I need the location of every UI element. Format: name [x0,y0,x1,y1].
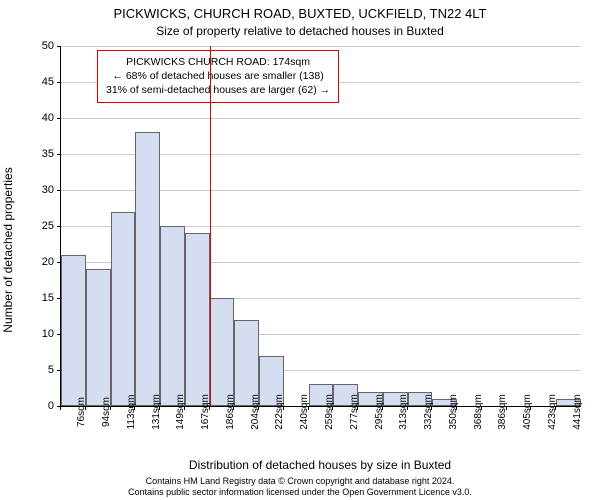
ytick-label: 10 [42,328,54,340]
bar [185,233,210,406]
footer-attribution: Contains HM Land Registry data © Crown c… [0,476,600,498]
ytick-mark [57,190,61,191]
chart-title-sub: Size of property relative to detached ho… [0,24,600,38]
ytick-mark [57,334,61,335]
xtick-label: 423sqm [547,394,558,430]
xtick-label: 295sqm [374,394,385,430]
plot-area: PICKWICKS CHURCH ROAD: 174sqm ← 68% of d… [60,46,581,407]
xtick-mark [283,406,284,410]
xtick-label: 240sqm [299,394,310,430]
marker-line [210,46,211,406]
xtick-mark [555,406,556,410]
xtick-mark [357,406,358,410]
xtick-label: 368sqm [473,394,484,430]
bar [135,132,160,406]
xtick-label: 386sqm [497,394,508,430]
xtick-label: 405sqm [522,394,533,430]
xtick-mark [308,406,309,410]
xtick-label: 259sqm [324,394,335,430]
xtick-label: 113sqm [126,395,137,430]
xtick-label: 204sqm [250,394,261,430]
ytick-label: 35 [42,148,54,160]
xtick-label: 350sqm [448,394,459,430]
ytick-mark [57,226,61,227]
annotation-line-3: 31% of semi-detached houses are larger (… [106,83,330,97]
xtick-label: 167sqm [200,394,211,430]
xtick-mark [85,406,86,410]
xtick-mark [159,406,160,410]
ytick-mark [57,262,61,263]
footer-line-2: Contains public sector information licen… [0,487,600,498]
bar [111,212,136,406]
xtick-mark [258,406,259,410]
ytick-label: 45 [42,76,54,88]
ytick-mark [57,370,61,371]
xtick-mark [332,406,333,410]
xtick-mark [134,406,135,410]
xtick-label: 277sqm [349,394,360,430]
xtick-mark [456,406,457,410]
xtick-label: 94sqm [101,397,112,427]
bar [61,255,86,406]
xtick-mark [506,406,507,410]
bar [160,226,185,406]
bar [86,269,111,406]
ytick-label: 50 [42,40,54,52]
ytick-label: 25 [42,220,54,232]
ytick-label: 20 [42,256,54,268]
ytick-label: 30 [42,184,54,196]
ytick-mark [57,118,61,119]
bar [210,298,235,406]
ytick-label: 15 [42,292,54,304]
annotation-line-2: ← 68% of detached houses are smaller (13… [106,69,330,83]
ytick-label: 0 [48,400,54,412]
x-axis-label: Distribution of detached houses by size … [60,458,580,472]
xtick-mark [110,406,111,410]
y-axis-label: Number of detached properties [1,100,15,400]
ytick-mark [57,298,61,299]
xtick-label: 441sqm [572,394,583,430]
ytick-mark [57,82,61,83]
xtick-mark [481,406,482,410]
x-ticks: 76sqm94sqm113sqm131sqm149sqm167sqm186sqm… [60,406,580,456]
chart-container: PICKWICKS, CHURCH ROAD, BUXTED, UCKFIELD… [0,0,600,500]
xtick-mark [209,406,210,410]
ytick-label: 5 [48,364,54,376]
xtick-label: 131sqm [151,394,162,430]
xtick-label: 332sqm [423,394,434,430]
xtick-label: 186sqm [225,394,236,430]
ytick-label: 40 [42,112,54,124]
xtick-label: 76sqm [76,397,87,427]
xtick-label: 313sqm [398,394,409,430]
annotation-line-1: PICKWICKS CHURCH ROAD: 174sqm [106,55,330,69]
footer-line-1: Contains HM Land Registry data © Crown c… [0,476,600,487]
xtick-mark [530,406,531,410]
xtick-mark [233,406,234,410]
xtick-label: 149sqm [175,394,186,430]
xtick-mark [431,406,432,410]
xtick-mark [60,406,61,410]
annotation-box: PICKWICKS CHURCH ROAD: 174sqm ← 68% of d… [97,50,339,103]
chart-title-main: PICKWICKS, CHURCH ROAD, BUXTED, UCKFIELD… [0,6,600,21]
xtick-label: 222sqm [274,394,285,430]
bar [234,320,259,406]
xtick-mark [407,406,408,410]
xtick-mark [382,406,383,410]
ytick-mark [57,46,61,47]
ytick-mark [57,154,61,155]
xtick-mark [184,406,185,410]
